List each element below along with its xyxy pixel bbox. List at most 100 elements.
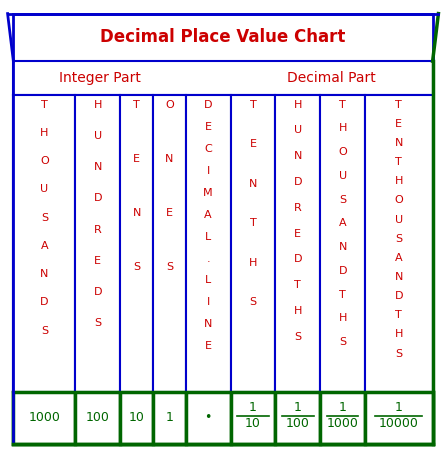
- Text: E: E: [95, 256, 101, 266]
- Text: Decimal Place Value Chart: Decimal Place Value Chart: [100, 29, 346, 46]
- Text: T: T: [250, 218, 256, 228]
- Bar: [320, 95, 365, 392]
- Text: T: T: [250, 100, 256, 110]
- Text: E: E: [166, 207, 173, 217]
- Text: O: O: [165, 100, 173, 110]
- Text: D: D: [40, 298, 49, 308]
- Bar: [13, 61, 433, 95]
- Text: H: H: [339, 123, 347, 133]
- Text: D: D: [204, 100, 212, 110]
- Text: E: E: [133, 154, 140, 164]
- Bar: [13, 95, 433, 392]
- Text: E: E: [249, 139, 256, 149]
- Text: T: T: [396, 157, 402, 167]
- Bar: [231, 392, 275, 444]
- Text: H: H: [249, 258, 257, 268]
- Bar: [13, 95, 75, 392]
- Text: 1: 1: [249, 401, 257, 414]
- Text: T: T: [133, 100, 140, 110]
- Text: A: A: [339, 218, 347, 228]
- Text: •: •: [204, 411, 212, 424]
- Text: S: S: [41, 326, 48, 336]
- Text: H: H: [40, 128, 49, 138]
- Text: 1000: 1000: [327, 418, 359, 430]
- Text: D: D: [94, 287, 102, 297]
- Text: U: U: [339, 171, 347, 181]
- Text: H: H: [293, 100, 302, 110]
- Text: S: S: [94, 318, 101, 328]
- Text: S: S: [339, 195, 346, 205]
- Text: M: M: [203, 188, 213, 198]
- Bar: [13, 14, 433, 61]
- Bar: [365, 95, 433, 392]
- Bar: [275, 392, 320, 444]
- Text: O: O: [40, 156, 49, 166]
- Text: R: R: [294, 203, 301, 213]
- Text: Integer Part: Integer Part: [58, 71, 140, 85]
- Text: N: N: [395, 138, 403, 148]
- Text: N: N: [132, 207, 141, 217]
- Bar: [13, 392, 75, 444]
- Text: N: N: [339, 242, 347, 252]
- Text: 1000: 1000: [29, 411, 60, 424]
- Bar: [365, 392, 433, 444]
- Bar: [13, 392, 433, 444]
- Bar: [275, 95, 320, 392]
- Text: N: N: [165, 154, 173, 164]
- Text: U: U: [40, 184, 49, 194]
- Text: 1: 1: [165, 411, 173, 424]
- Text: T: T: [339, 100, 346, 110]
- Text: S: S: [395, 234, 402, 244]
- Text: N: N: [40, 269, 49, 279]
- Text: 100: 100: [286, 418, 310, 430]
- Text: H: H: [293, 306, 302, 316]
- Text: S: S: [41, 213, 48, 223]
- Text: .: .: [206, 254, 210, 264]
- Text: I: I: [206, 166, 210, 176]
- Text: D: D: [293, 255, 302, 265]
- Text: 100: 100: [86, 411, 110, 424]
- Text: R: R: [94, 225, 102, 235]
- Bar: [153, 95, 186, 392]
- Bar: [320, 392, 365, 444]
- Text: H: H: [395, 329, 403, 339]
- Text: D: D: [395, 291, 403, 301]
- Text: A: A: [204, 210, 212, 220]
- Text: T: T: [396, 100, 402, 110]
- Text: H: H: [395, 176, 403, 186]
- Bar: [75, 95, 120, 392]
- Text: N: N: [249, 179, 257, 189]
- Text: C: C: [204, 144, 212, 154]
- Text: 10: 10: [245, 418, 261, 430]
- Text: D: D: [94, 193, 102, 203]
- Text: H: H: [94, 100, 102, 110]
- Text: U: U: [395, 215, 403, 225]
- Text: T: T: [396, 310, 402, 320]
- Text: O: O: [395, 195, 403, 205]
- Text: T: T: [41, 100, 48, 110]
- Text: 1: 1: [294, 401, 302, 414]
- Text: L: L: [205, 275, 211, 285]
- Text: S: S: [166, 261, 173, 271]
- Text: D: D: [339, 266, 347, 276]
- Bar: [186, 95, 231, 392]
- Text: N: N: [204, 319, 212, 329]
- Text: S: S: [133, 261, 140, 271]
- Text: N: N: [395, 272, 403, 282]
- Text: S: S: [294, 332, 301, 342]
- Text: S: S: [395, 348, 402, 358]
- Text: S: S: [339, 337, 346, 347]
- Text: O: O: [339, 147, 347, 157]
- Text: N: N: [94, 162, 102, 172]
- Text: H: H: [339, 313, 347, 323]
- Text: N: N: [293, 151, 302, 161]
- Text: 1: 1: [395, 401, 403, 414]
- Bar: [231, 95, 275, 392]
- Text: U: U: [94, 131, 102, 141]
- Text: E: E: [395, 119, 402, 129]
- Text: E: E: [205, 342, 211, 352]
- Bar: [153, 392, 186, 444]
- Text: T: T: [294, 280, 301, 290]
- Bar: [120, 95, 153, 392]
- Bar: [75, 392, 120, 444]
